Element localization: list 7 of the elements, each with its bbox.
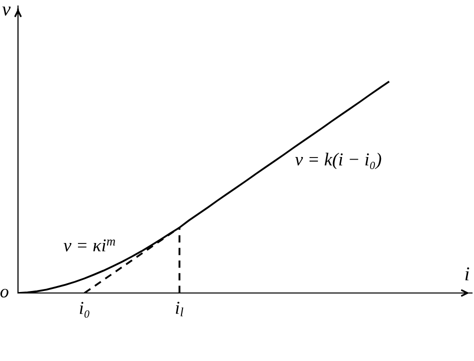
text: o xyxy=(0,288,8,298)
x-axis-title: i xyxy=(465,267,470,280)
y-axis-title: v xyxy=(2,6,11,16)
x-tick-label: i₀ xyxy=(80,302,90,318)
annotation: v = k(i − i₀) xyxy=(295,152,382,170)
x-tick-label: i$_{l}$ xyxy=(176,302,184,316)
annotation: v = κi$^{m}$ xyxy=(64,239,116,252)
